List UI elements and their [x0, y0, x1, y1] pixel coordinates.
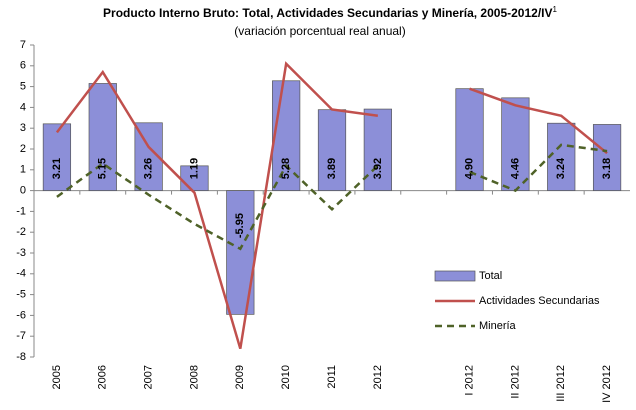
bar	[272, 80, 301, 191]
y-tick-label: -6	[16, 309, 26, 321]
x-tick-label: I 2012	[463, 365, 475, 396]
y-tick-label: -4	[16, 268, 26, 280]
y-tick-label: 1	[20, 164, 26, 176]
legend-label: Actividades Secundarias	[479, 295, 600, 307]
bar	[455, 88, 484, 191]
data-label: 1.19	[188, 158, 200, 179]
y-tick-label: 6	[20, 60, 26, 72]
data-label: 3.92	[372, 158, 384, 179]
x-tick-label: 2010	[280, 365, 292, 389]
x-tick-label: 2012	[372, 365, 384, 389]
y-tick-label: -7	[16, 330, 26, 342]
chart-subtitle: (variación porcentual real anual)	[234, 24, 405, 38]
y-tick-label: 4	[20, 101, 26, 113]
title-text: Producto Interno Bruto: Total, Actividad…	[103, 6, 552, 20]
y-tick-label: -2	[16, 226, 26, 238]
line-series	[55, 61, 608, 350]
bar	[547, 122, 576, 191]
y-tick-label: 5	[20, 81, 26, 93]
bar	[88, 83, 117, 191]
y-tick-label: 2	[20, 143, 26, 155]
y-tick-label: -8	[16, 351, 26, 363]
y-tick-label: -5	[16, 289, 26, 301]
data-label: 5.28	[280, 158, 292, 179]
data-label: 3.89	[326, 158, 338, 179]
x-tick-label: 2005	[51, 365, 63, 389]
bar	[42, 123, 72, 191]
data-label: 5.15	[97, 158, 109, 179]
data-label: 4.90	[463, 158, 475, 179]
data-label: 3.21	[51, 158, 63, 179]
x-tick-label: 2009	[234, 365, 246, 389]
title-note: 1	[553, 5, 558, 14]
x-tick-label: 2008	[188, 365, 200, 389]
data-label: 3.26	[143, 158, 155, 179]
chart-title: Producto Interno Bruto: Total, Actividad…	[103, 5, 557, 20]
data-label: 3.24	[555, 157, 567, 179]
bar	[501, 97, 530, 191]
y-tick-label: 3	[20, 122, 26, 134]
y-tick-label: 7	[20, 39, 26, 51]
x-tick-label: 2007	[143, 365, 155, 389]
bar	[592, 124, 622, 191]
x-tick-label: IV 2012	[601, 365, 613, 403]
legend-label: Total	[479, 270, 502, 282]
y-tick-label: -3	[16, 247, 26, 259]
y-tick-label: 0	[20, 185, 26, 197]
bar	[180, 165, 209, 191]
data-label: 3.18	[601, 158, 613, 179]
x-tick-label: 2011	[326, 365, 338, 389]
y-tick-label: -1	[16, 205, 26, 217]
legend-label: Minería	[479, 320, 517, 332]
legend-swatch	[434, 270, 476, 282]
x-tick-label: II 2012	[509, 365, 521, 399]
x-tick-label: III 2012	[555, 365, 567, 402]
data-label: -5.95	[234, 213, 246, 238]
line-series	[56, 143, 608, 251]
data-label: 4.46	[509, 158, 521, 179]
bar	[363, 108, 392, 191]
bar	[317, 109, 347, 191]
x-tick-label: 2006	[97, 365, 109, 389]
